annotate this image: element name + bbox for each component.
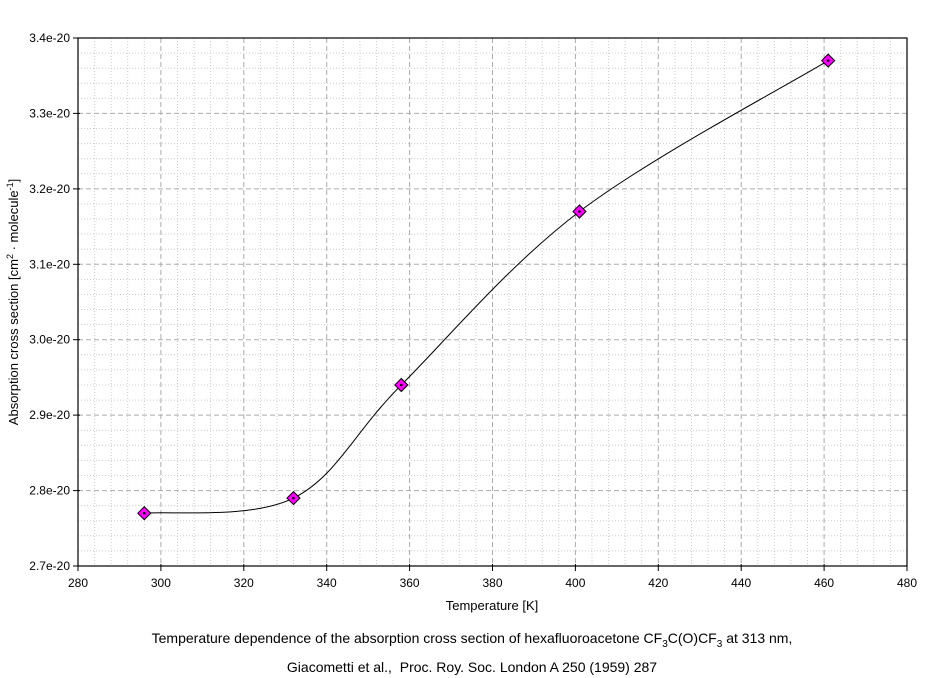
data-point-center-dot-0 bbox=[143, 511, 146, 515]
x-tick-label: 480 bbox=[897, 576, 917, 590]
x-axis-title: Temperature [K] bbox=[446, 598, 539, 613]
y-tick-label: 3.0e-20 bbox=[29, 333, 70, 347]
plot-border bbox=[77, 37, 908, 567]
x-tick-label: 320 bbox=[234, 576, 254, 590]
chart-canvas: 280 300 320 340 360 380 400 420 440 460 480 2.7e-20… bbox=[29, 31, 917, 613]
superscript: 2 bbox=[4, 254, 15, 260]
y-tick-label: 3.2e-20 bbox=[29, 182, 70, 196]
x-tick-label: 380 bbox=[482, 576, 502, 590]
x-tick-label: 400 bbox=[565, 576, 585, 590]
caption-line-1: Temperature dependence of the absorption… bbox=[0, 627, 944, 656]
y-tick-label: 3.3e-20 bbox=[29, 106, 70, 120]
y-tick-label: 3.4e-20 bbox=[29, 31, 70, 45]
tick-labels: 280 300 320 340 360 380 400 420 440 460 480 2.7e-20… bbox=[29, 31, 917, 590]
text-run: C(O)CF bbox=[667, 630, 717, 646]
text-run: · molecule bbox=[6, 190, 22, 255]
text-run: Temperature dependence of the absorption… bbox=[151, 630, 663, 646]
y-axis-title: Absorption cross section [cm2 · molecule… bbox=[5, 179, 21, 425]
x-tick-label: 360 bbox=[400, 576, 420, 590]
x-tick-label: 460 bbox=[814, 576, 834, 590]
superscript: -1 bbox=[4, 182, 15, 191]
data-points bbox=[137, 53, 836, 521]
subscript: 3 bbox=[662, 638, 668, 650]
x-tick-label: 420 bbox=[648, 576, 668, 590]
data-point-center-dot-1 bbox=[292, 496, 295, 500]
text-run: ] bbox=[6, 178, 22, 183]
x-tick-label: 280 bbox=[68, 576, 88, 590]
minor-gridlines bbox=[78, 38, 907, 566]
data-point-center-dot-4 bbox=[826, 59, 830, 62]
y-tick-label: 2.9e-20 bbox=[29, 408, 70, 422]
subscript: 3 bbox=[716, 638, 723, 650]
y-tick-label: 3.1e-20 bbox=[29, 257, 70, 271]
axis-ticks bbox=[73, 37, 908, 571]
x-tick-label: 340 bbox=[317, 576, 337, 590]
data-point-center-dot-3 bbox=[578, 210, 581, 213]
major-gridlines bbox=[78, 38, 907, 566]
data-point-center-dot-2 bbox=[400, 383, 403, 387]
y-tick-label: 2.7e-20 bbox=[29, 559, 70, 573]
x-tick-label: 300 bbox=[151, 576, 171, 590]
text-run: Absorption cross section [cm bbox=[6, 259, 22, 426]
x-tick-label: 440 bbox=[731, 576, 751, 590]
text-run: at 313 nm, bbox=[722, 630, 793, 646]
caption-line-2: Giacometti et al., Proc. Roy. Soc. Londo… bbox=[286, 658, 658, 675]
data-curve bbox=[144, 60, 829, 514]
y-tick-label: 2.8e-20 bbox=[29, 484, 70, 498]
caption: Temperature dependence of the absorption… bbox=[0, 627, 944, 678]
